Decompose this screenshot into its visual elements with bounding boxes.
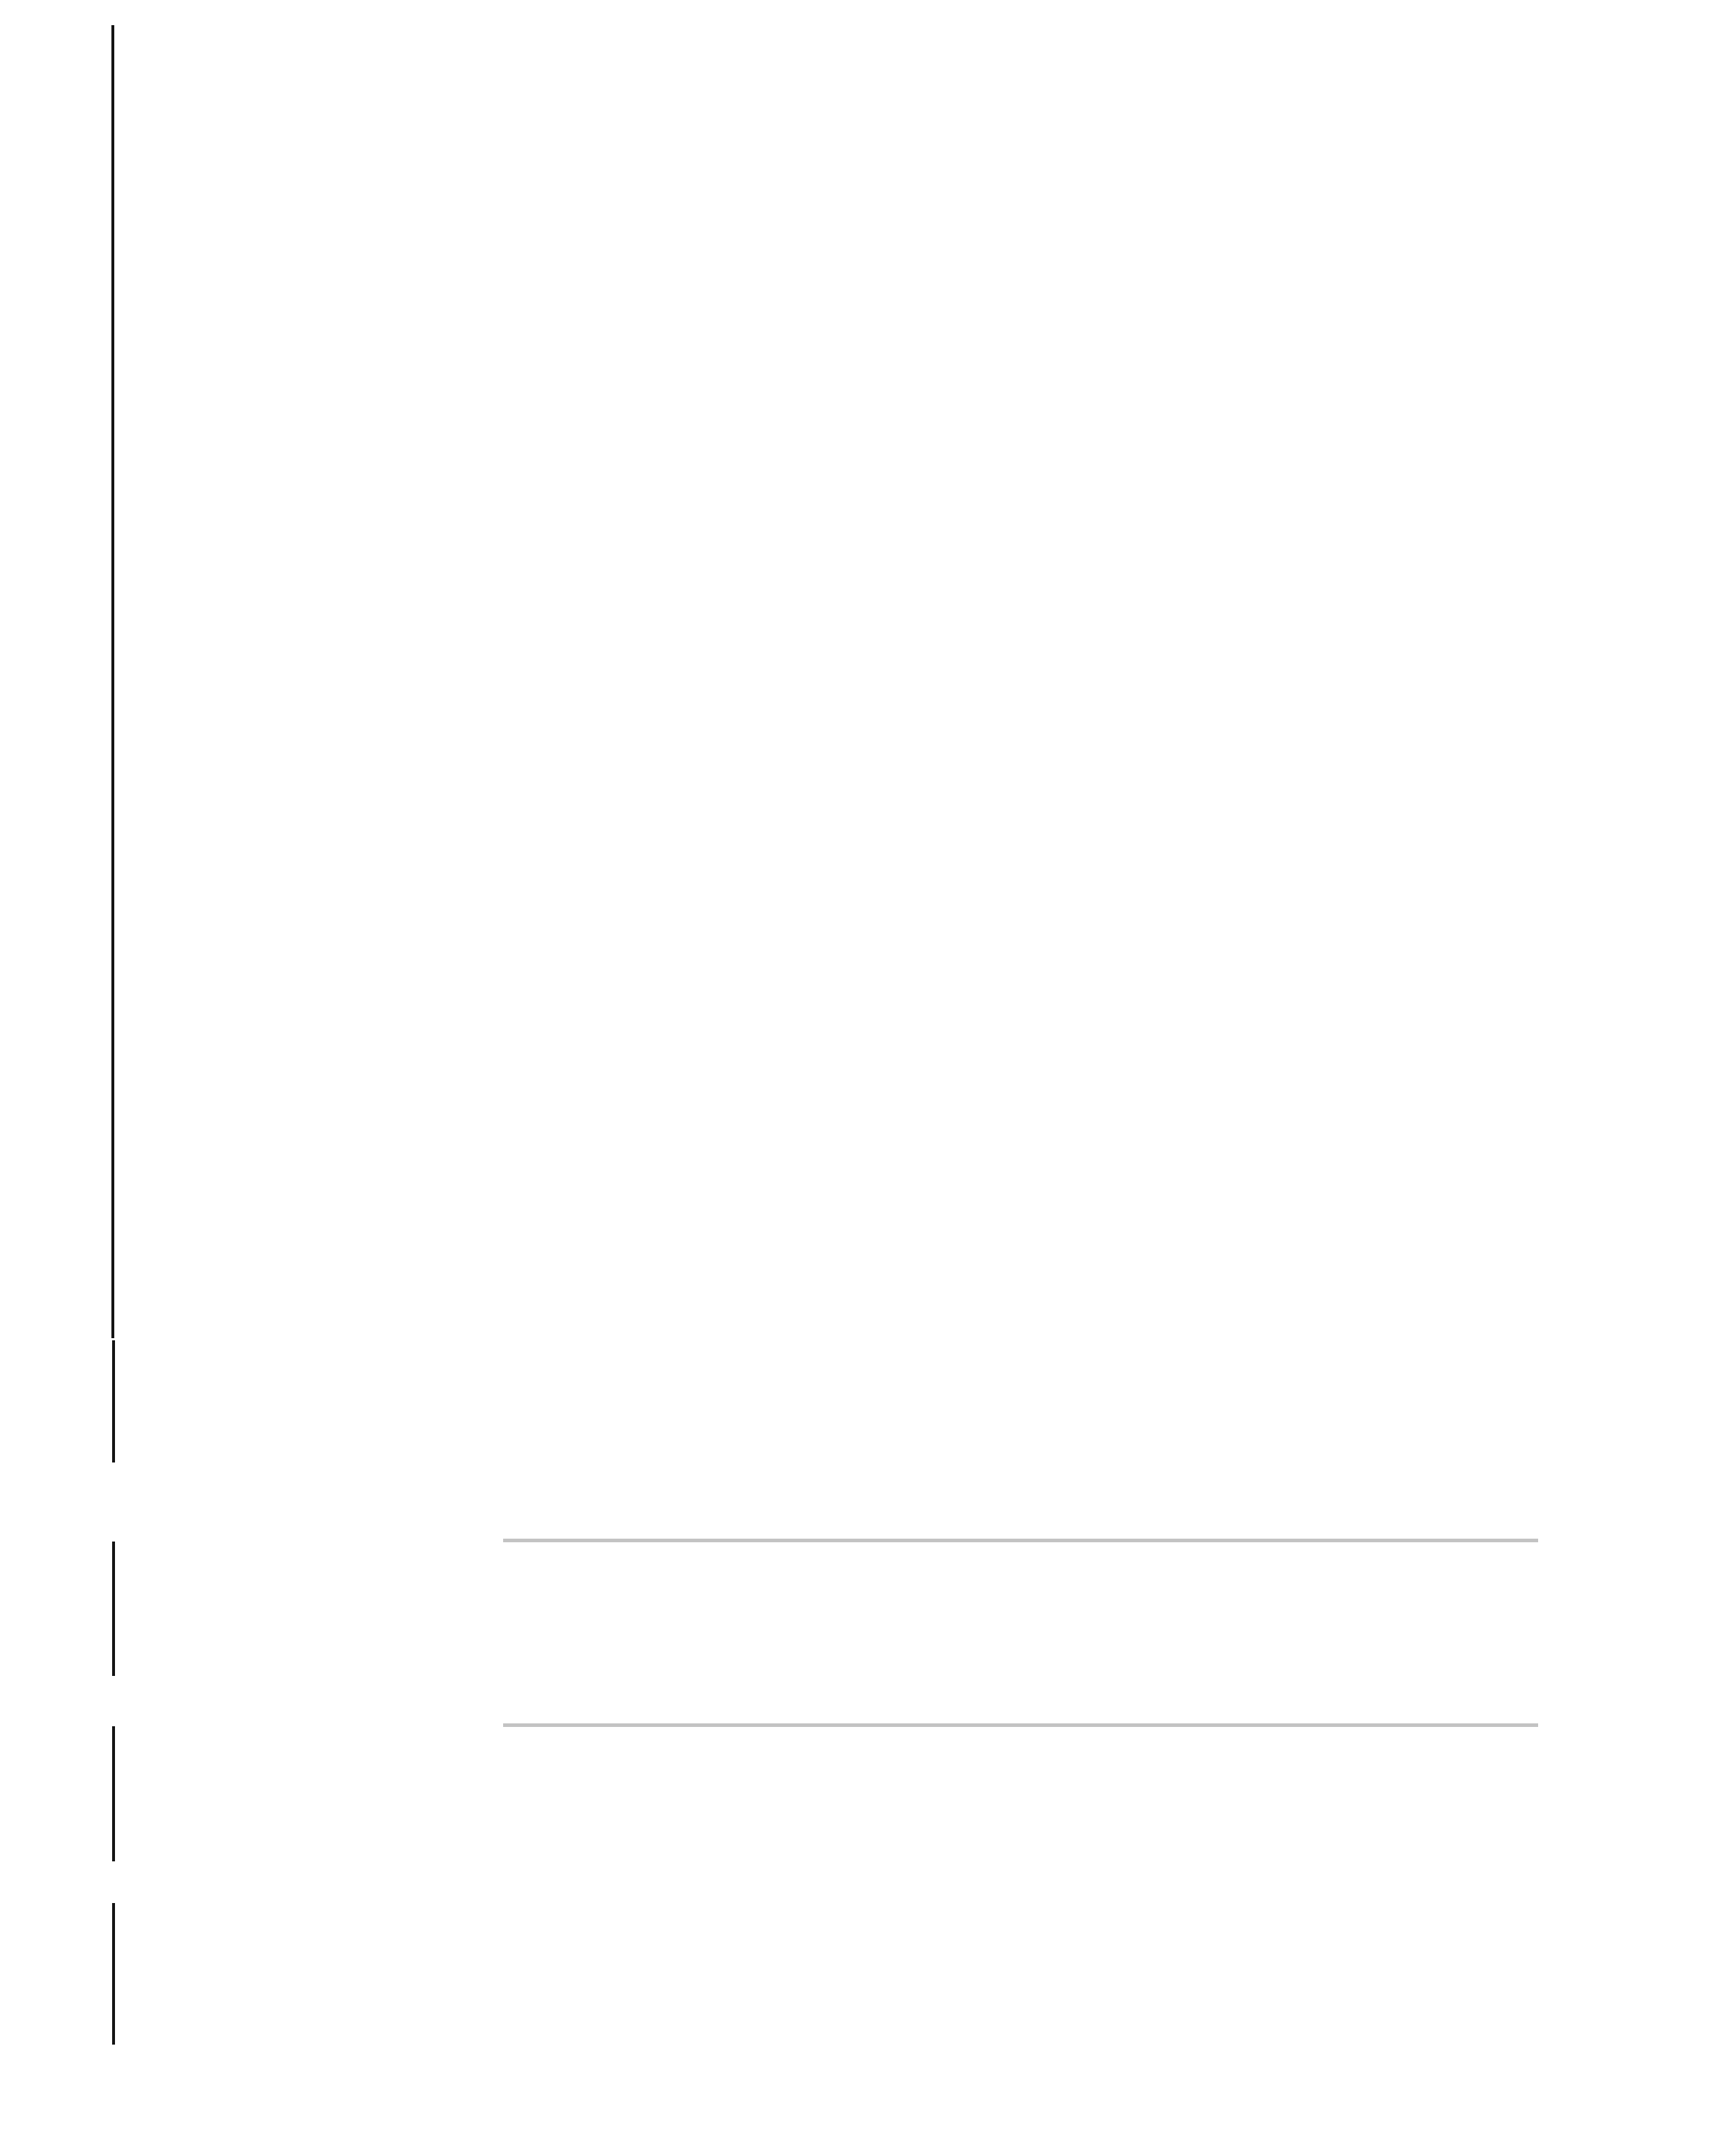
peaks-section-line [112,1340,115,1462]
ko-link-arc [503,1726,1538,1876]
wt-legend-colorbar [1586,1588,1606,1674]
ko-links-section-line [112,1726,115,1861]
wt-links-baseline [503,1539,1538,1542]
genes-section-line [112,1903,115,2045]
ko-legend-colorbar [1586,1773,1606,1859]
wt-link-arc [503,1541,1538,1692]
ko-links-baseline [503,1723,1538,1727]
signal-y-axis-line [111,25,114,1338]
wt-links-section-line [112,1542,115,1676]
